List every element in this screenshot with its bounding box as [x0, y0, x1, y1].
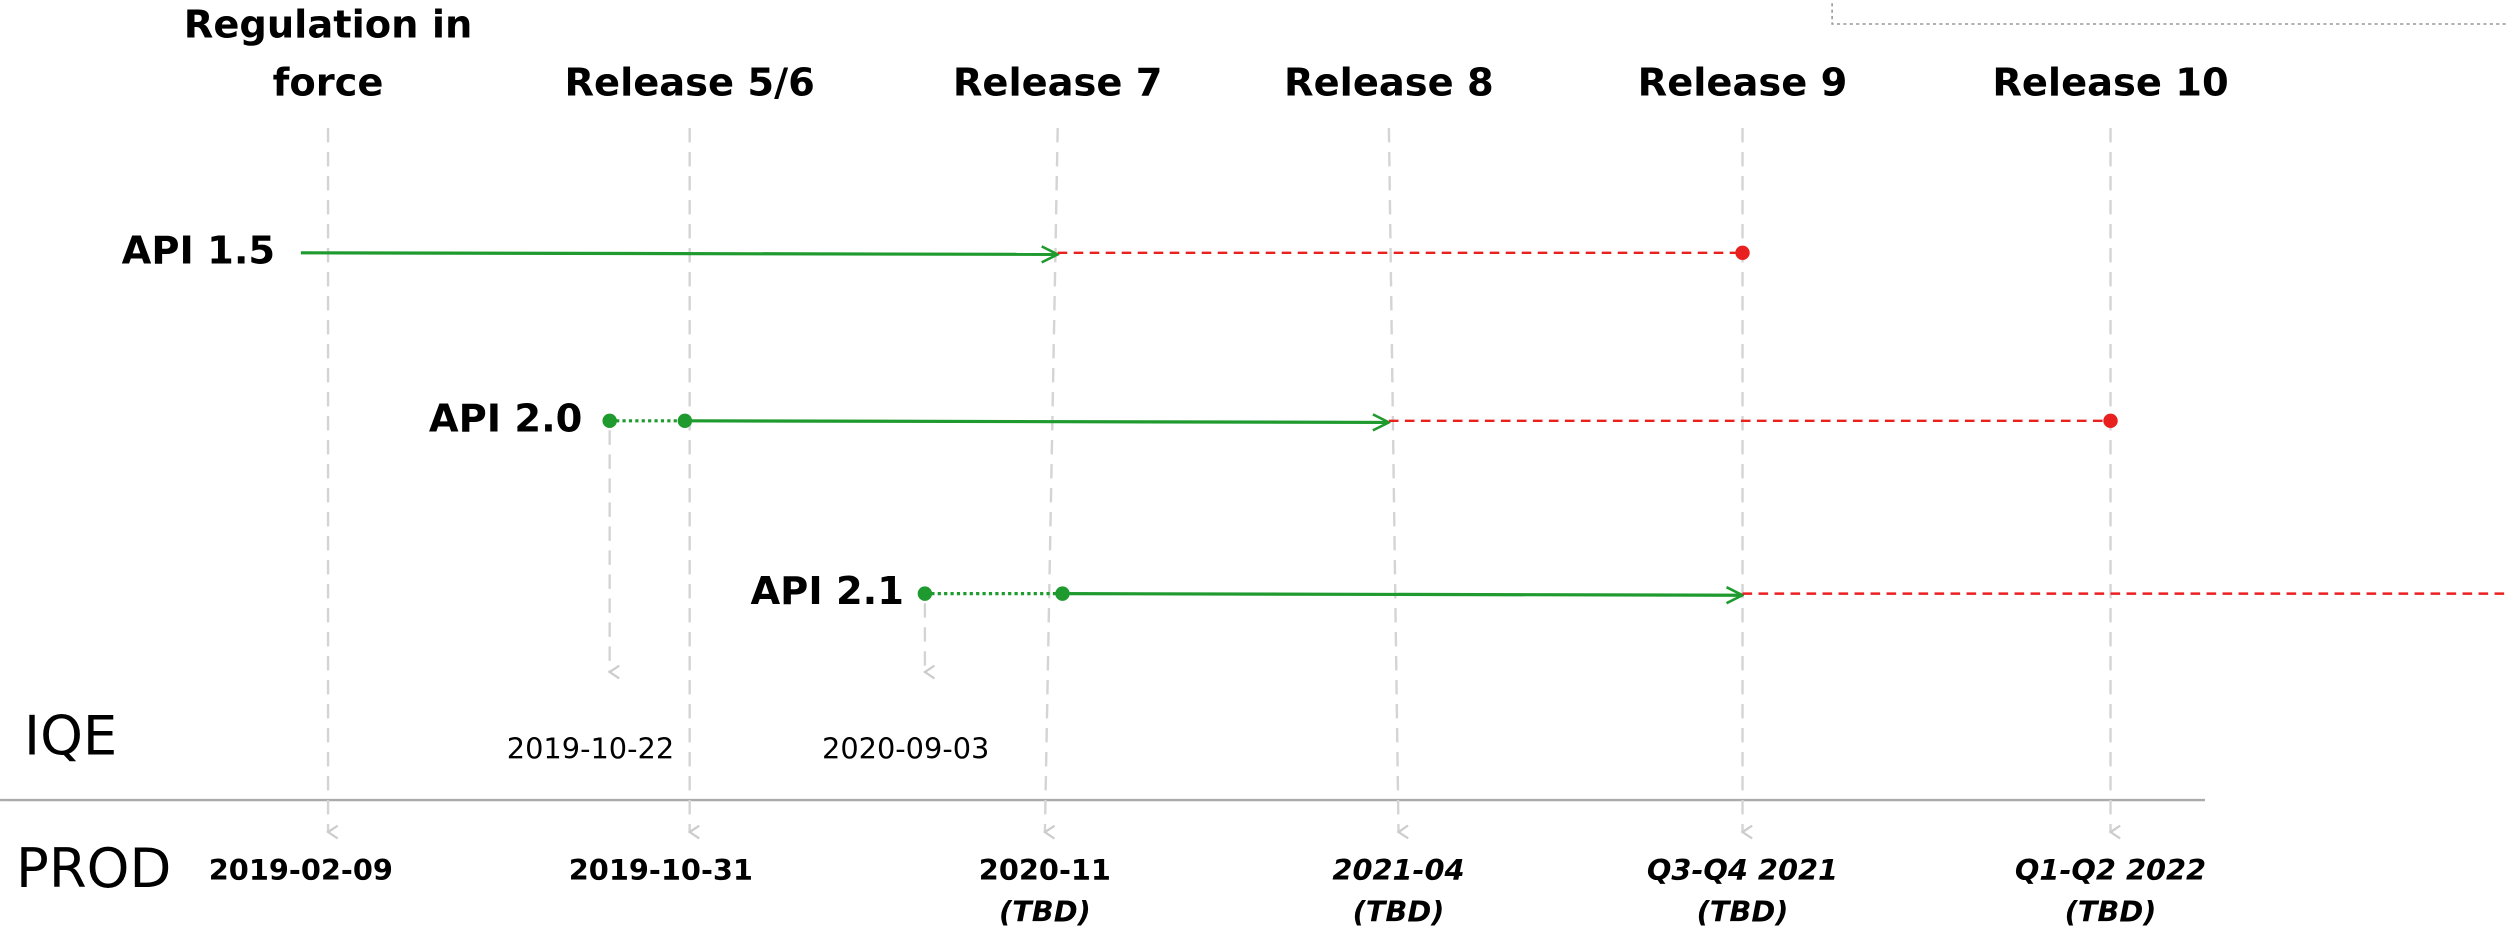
prod-note: (TBD) [1697, 895, 1789, 929]
iqe-dot [917, 586, 933, 601]
release-label: Release 7 [953, 60, 1163, 105]
frame-box [1831, 0, 2509, 25]
release-label: Regulation in [184, 3, 473, 48]
support-span [1062, 594, 1742, 596]
api-label: API 2.1 [750, 569, 904, 614]
api-label: API 2.0 [429, 396, 583, 441]
support-span [300, 253, 1058, 255]
iqe-date: 2020-09-03 [822, 731, 989, 765]
support-span [684, 421, 1389, 423]
prod-note: (TBD) [1353, 895, 1445, 929]
iqe-date: 2019-10-22 [507, 731, 674, 765]
prod-date: 2019-10-31 [569, 853, 753, 887]
prod-label: PROD [16, 837, 171, 900]
release-label: Release 8 [1284, 60, 1494, 105]
release-label: force [273, 60, 384, 105]
release-guide [1042, 127, 1059, 840]
prod-note: (TBD) [2065, 895, 2157, 929]
release-label: Release 10 [1992, 60, 2228, 105]
end-dot [2103, 413, 2118, 429]
prod-date: 2021-04 [1332, 853, 1464, 887]
prod-date: 2019-02-09 [209, 853, 393, 887]
iqe-label: IQE [24, 704, 117, 767]
prod-date: Q1-Q2 2022 [2015, 853, 2206, 887]
prod-note: (TBD) [999, 895, 1091, 929]
prod-date: Q3-Q4 2021 [1647, 853, 1838, 887]
iqe-dot [602, 413, 617, 429]
end-dot [1735, 245, 1750, 261]
release-label: Release 5/6 [564, 60, 814, 105]
prod-date: 2020-11 [979, 853, 1111, 887]
release-guide [1387, 127, 1409, 840]
release-label: Release 9 [1638, 60, 1848, 105]
api-label: API 1.5 [122, 228, 276, 273]
